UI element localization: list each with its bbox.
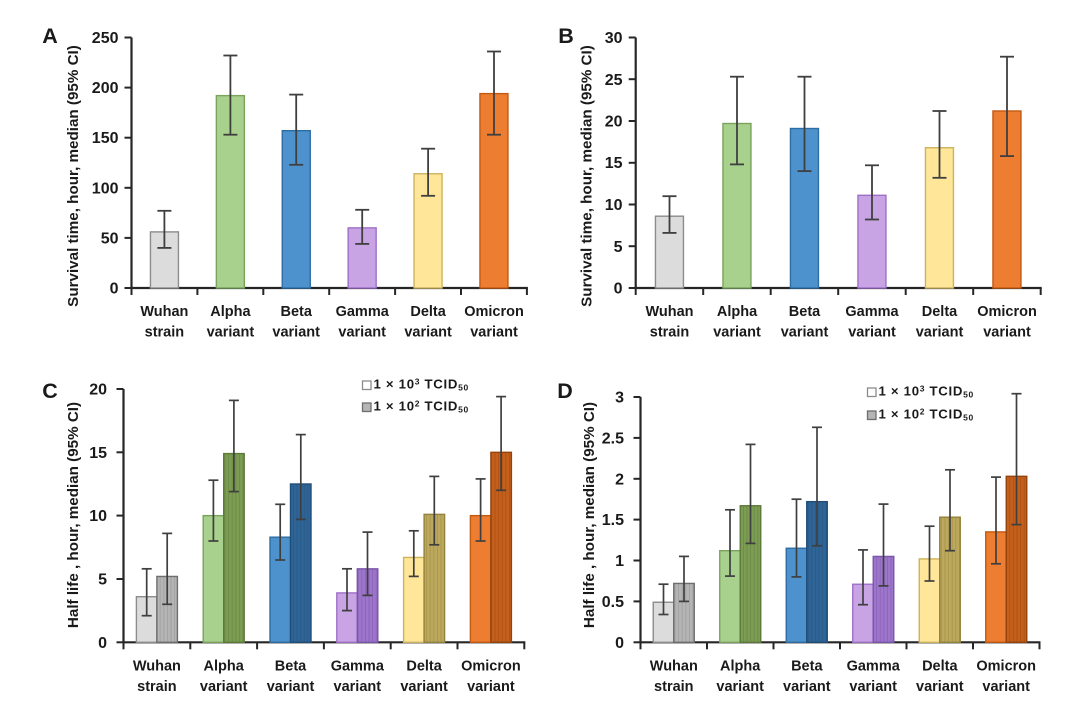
svg-text:Gamma: Gamma [336, 304, 390, 320]
svg-text:30: 30 [605, 30, 623, 47]
svg-text:Gamma: Gamma [847, 658, 901, 674]
svg-text:variant: variant [783, 679, 831, 695]
svg-text:variant: variant [207, 325, 255, 341]
svg-text:variant: variant [267, 679, 315, 695]
svg-text:variant: variant [982, 679, 1030, 695]
svg-text:0: 0 [614, 281, 623, 298]
svg-text:Omicron: Omicron [461, 658, 521, 674]
svg-text:15: 15 [89, 445, 107, 462]
svg-text:Beta: Beta [791, 658, 823, 674]
svg-text:Omicron: Omicron [464, 304, 524, 320]
svg-text:Delta: Delta [410, 304, 446, 320]
svg-text:20: 20 [605, 114, 623, 131]
svg-text:1 × 102 TCID50: 1 × 102 TCID50 [374, 399, 469, 415]
svg-text:Gamma: Gamma [845, 304, 899, 320]
svg-text:Delta: Delta [406, 658, 442, 674]
svg-text:variant: variant [848, 325, 896, 341]
svg-text:1 × 103 TCID50: 1 × 103 TCID50 [374, 377, 469, 393]
svg-text:2: 2 [615, 471, 624, 488]
svg-text:10: 10 [89, 508, 107, 525]
svg-text:20: 20 [89, 382, 107, 399]
svg-text:variant: variant [338, 325, 386, 341]
svg-text:Wuhan: Wuhan [645, 304, 693, 320]
svg-text:0: 0 [98, 635, 107, 652]
svg-text:variant: variant [849, 679, 897, 695]
svg-text:Survival time, hour, median (9: Survival time, hour, median (95% CI) [579, 45, 596, 307]
svg-text:1.5: 1.5 [602, 512, 624, 529]
svg-text:Alpha: Alpha [717, 304, 758, 320]
svg-text:3: 3 [615, 390, 624, 407]
svg-text:D: D [557, 379, 573, 403]
svg-text:Wuhan: Wuhan [140, 304, 188, 320]
svg-text:A: A [42, 24, 58, 48]
svg-text:B: B [558, 24, 574, 48]
svg-text:Half life , hour, median (95%: Half life , hour, median (95% CI) [65, 402, 82, 628]
svg-text:0: 0 [615, 635, 624, 652]
svg-text:variant: variant [916, 325, 964, 341]
svg-text:variant: variant [983, 325, 1031, 341]
svg-text:variant: variant [470, 325, 518, 341]
svg-text:Alpha: Alpha [720, 658, 761, 674]
svg-text:variant: variant [713, 325, 761, 341]
svg-text:5: 5 [614, 239, 623, 256]
svg-text:Beta: Beta [275, 658, 307, 674]
svg-text:Wuhan: Wuhan [133, 658, 181, 674]
svg-text:2.5: 2.5 [602, 430, 624, 447]
svg-text:Beta: Beta [280, 304, 312, 320]
svg-text:10: 10 [605, 197, 623, 214]
svg-text:200: 200 [92, 80, 119, 97]
svg-text:strain: strain [137, 679, 177, 695]
svg-text:Survival time, hour, median (9: Survival time, hour, median (95% CI) [65, 45, 82, 307]
svg-text:100: 100 [92, 180, 119, 197]
svg-text:150: 150 [92, 130, 119, 147]
svg-text:0.5: 0.5 [602, 594, 624, 611]
svg-text:variant: variant [716, 679, 764, 695]
svg-text:Omicron: Omicron [977, 304, 1037, 320]
svg-text:variant: variant [200, 679, 248, 695]
svg-text:1: 1 [615, 553, 624, 570]
svg-text:C: C [42, 379, 58, 403]
svg-text:Delta: Delta [922, 658, 958, 674]
svg-text:Alpha: Alpha [210, 304, 251, 320]
svg-text:250: 250 [92, 30, 119, 47]
svg-text:Gamma: Gamma [331, 658, 385, 674]
svg-text:Omicron: Omicron [976, 658, 1036, 674]
svg-text:15: 15 [605, 155, 623, 172]
svg-text:25: 25 [605, 72, 623, 89]
svg-text:variant: variant [467, 679, 515, 695]
svg-text:Half life , hour, median (95%: Half life , hour, median (95% CI) [581, 402, 598, 628]
svg-text:strain: strain [145, 325, 185, 341]
svg-text:variant: variant [781, 325, 829, 341]
svg-text:1 × 102 TCID50: 1 × 102 TCID50 [879, 407, 974, 423]
svg-text:variant: variant [916, 679, 964, 695]
svg-text:variant: variant [404, 325, 452, 341]
svg-text:50: 50 [101, 230, 119, 247]
svg-text:0: 0 [110, 281, 119, 298]
svg-text:variant: variant [334, 679, 382, 695]
svg-text:Alpha: Alpha [204, 658, 245, 674]
svg-text:variant: variant [400, 679, 448, 695]
svg-text:variant: variant [272, 325, 320, 341]
svg-text:Delta: Delta [922, 304, 958, 320]
svg-text:5: 5 [98, 572, 107, 589]
svg-text:strain: strain [654, 679, 694, 695]
svg-text:Beta: Beta [789, 304, 821, 320]
svg-text:Wuhan: Wuhan [650, 658, 698, 674]
svg-text:strain: strain [650, 325, 690, 341]
svg-text:1 × 103 TCID50: 1 × 103 TCID50 [879, 384, 974, 400]
